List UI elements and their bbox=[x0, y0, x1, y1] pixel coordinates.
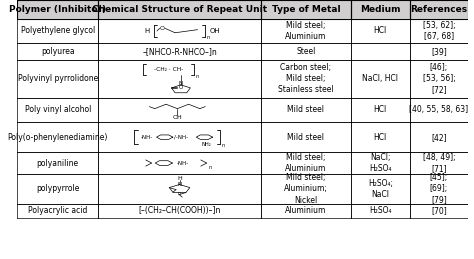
Text: polyaniline: polyaniline bbox=[36, 159, 79, 168]
Text: O: O bbox=[178, 85, 182, 90]
Text: HCl: HCl bbox=[374, 105, 387, 114]
Text: Steel: Steel bbox=[296, 47, 316, 56]
Text: H₂SO₄: H₂SO₄ bbox=[369, 206, 392, 215]
Text: [40, 55, 58, 63]: [40, 55, 58, 63] bbox=[410, 105, 469, 114]
Polygon shape bbox=[17, 174, 468, 204]
Text: n: n bbox=[178, 191, 181, 196]
Text: [53, 62];
[67, 68]: [53, 62]; [67, 68] bbox=[423, 21, 456, 41]
Polygon shape bbox=[17, 204, 468, 218]
Polygon shape bbox=[17, 98, 468, 122]
Text: n: n bbox=[207, 35, 210, 40]
Text: Mild steel;
Aluminium: Mild steel; Aluminium bbox=[285, 21, 327, 41]
Text: NaCl;
H₂SO₄: NaCl; H₂SO₄ bbox=[369, 153, 392, 173]
Text: Mild steel: Mild steel bbox=[287, 105, 324, 114]
Text: OH: OH bbox=[173, 115, 182, 120]
Text: NH₂: NH₂ bbox=[202, 142, 211, 147]
Text: [46];
[53, 56];
[72]: [46]; [53, 56]; [72] bbox=[423, 63, 456, 95]
Text: [–(CH₂–CH(COOH))–]n: [–(CH₂–CH(COOH))–]n bbox=[138, 206, 221, 215]
Text: n: n bbox=[196, 74, 199, 79]
Text: [45];
[69];
[79]: [45]; [69]; [79] bbox=[430, 173, 448, 205]
Text: -NH-: -NH- bbox=[140, 135, 153, 140]
Text: -NH-: -NH- bbox=[177, 161, 189, 166]
Text: polypyrrole: polypyrrole bbox=[36, 184, 80, 193]
Text: H: H bbox=[177, 176, 182, 181]
Text: Medium: Medium bbox=[360, 5, 401, 14]
Polygon shape bbox=[17, 122, 468, 152]
Text: -CH₂ · CH-: -CH₂ · CH- bbox=[154, 67, 183, 72]
Text: Polyethylene glycol: Polyethylene glycol bbox=[20, 26, 95, 35]
Text: Polyacrylic acid: Polyacrylic acid bbox=[28, 206, 87, 215]
Polygon shape bbox=[17, 152, 468, 174]
Text: [42]: [42] bbox=[431, 133, 447, 142]
Text: N: N bbox=[177, 182, 182, 187]
Text: /-NH-: /-NH- bbox=[174, 134, 188, 139]
Text: Aluminium: Aluminium bbox=[285, 206, 327, 215]
Text: Poly(o-phenylenediamine): Poly(o-phenylenediamine) bbox=[8, 133, 108, 142]
Text: Carbon steel;
Mild steel;
Stainless steel: Carbon steel; Mild steel; Stainless stee… bbox=[278, 63, 334, 95]
Text: Polyvinyl pyrrolidone: Polyvinyl pyrrolidone bbox=[18, 74, 98, 83]
Text: O: O bbox=[160, 26, 165, 31]
Text: Mild steel: Mild steel bbox=[287, 133, 324, 142]
Text: HCl: HCl bbox=[374, 133, 387, 142]
Text: n: n bbox=[209, 165, 212, 170]
Polygon shape bbox=[17, 19, 468, 43]
Text: Mild steel;
Aluminium;
Nickel: Mild steel; Aluminium; Nickel bbox=[284, 173, 328, 205]
Text: H: H bbox=[145, 28, 150, 34]
Text: –[NHCO-R-NHCO–]n: –[NHCO-R-NHCO–]n bbox=[142, 47, 217, 56]
Text: [70]: [70] bbox=[431, 206, 447, 215]
Text: Mild steel;
Aluminium: Mild steel; Aluminium bbox=[285, 153, 327, 173]
Text: References: References bbox=[410, 5, 467, 14]
Text: Chemical Structure of Repeat Unit: Chemical Structure of Repeat Unit bbox=[92, 5, 267, 14]
Text: n: n bbox=[222, 143, 225, 148]
Text: Type of Metal: Type of Metal bbox=[272, 5, 340, 14]
Text: [39]: [39] bbox=[431, 47, 447, 56]
Text: Poly vinyl alcohol: Poly vinyl alcohol bbox=[25, 105, 91, 114]
Polygon shape bbox=[17, 0, 468, 19]
Text: Polymer (Inhibitor): Polymer (Inhibitor) bbox=[9, 5, 106, 14]
Polygon shape bbox=[17, 60, 468, 98]
Text: OH: OH bbox=[210, 28, 220, 34]
Text: polyurea: polyurea bbox=[41, 47, 74, 56]
Text: NaCl, HCl: NaCl, HCl bbox=[362, 74, 398, 83]
Text: H₂SO₄;
NaCl: H₂SO₄; NaCl bbox=[368, 179, 393, 199]
Text: HCl: HCl bbox=[374, 26, 387, 35]
Text: N: N bbox=[179, 81, 183, 86]
Polygon shape bbox=[17, 43, 468, 60]
Text: [48, 49];
[71]: [48, 49]; [71] bbox=[423, 153, 456, 173]
